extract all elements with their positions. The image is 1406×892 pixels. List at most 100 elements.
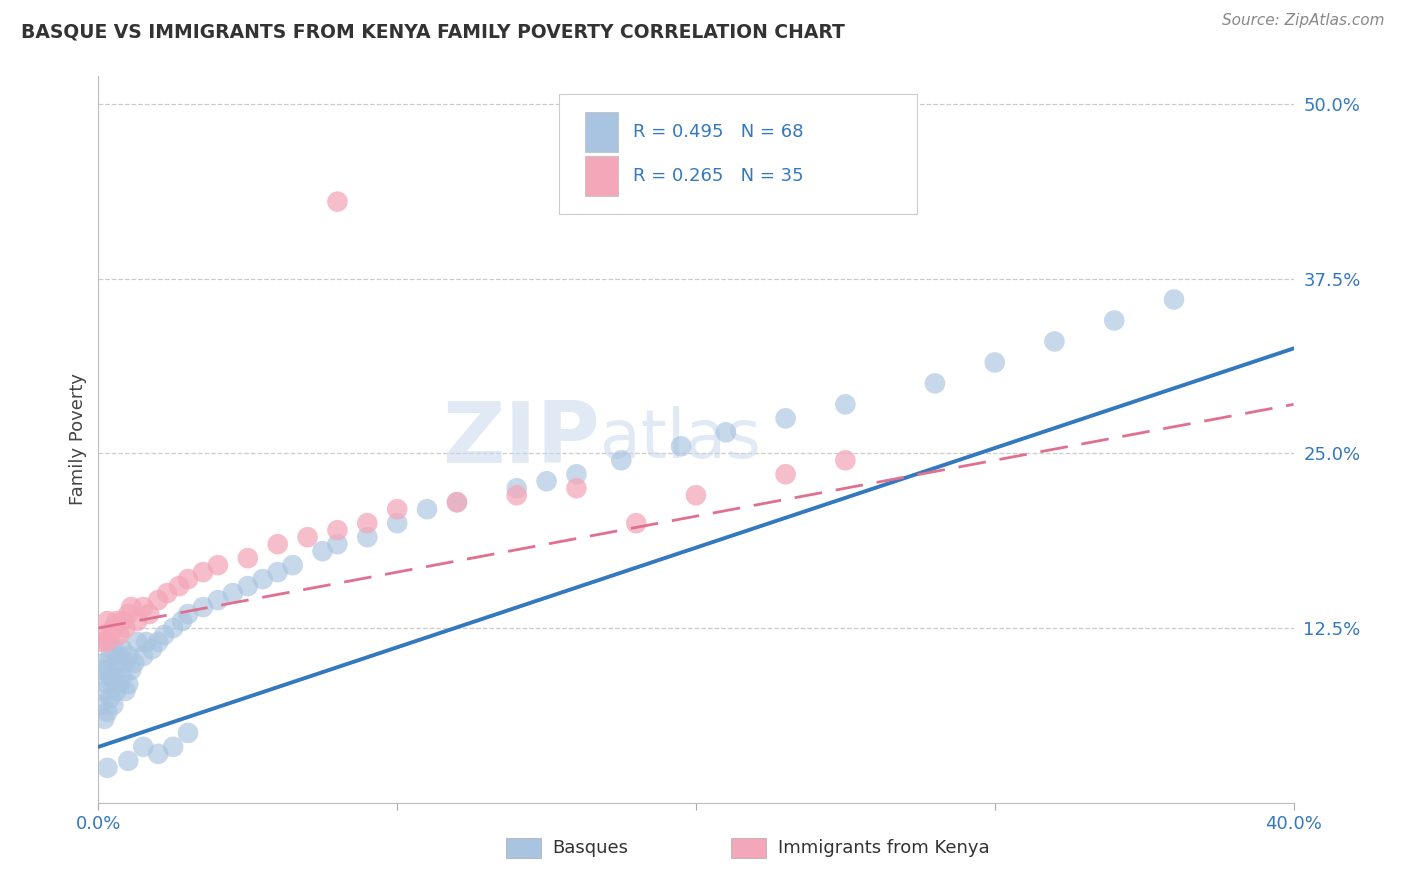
Point	[191, 600, 214, 615]
Point	[90, 698, 112, 712]
Point	[565, 481, 588, 495]
Y-axis label: Family Poverty: Family Poverty	[69, 374, 87, 505]
Text: atlas: atlas	[600, 407, 761, 472]
Point	[191, 565, 214, 579]
Point	[108, 677, 131, 691]
Point	[138, 607, 160, 621]
Point	[156, 586, 179, 600]
Point	[114, 621, 136, 635]
Point	[326, 194, 349, 209]
Point	[96, 635, 118, 649]
Point	[924, 376, 946, 391]
Point	[117, 648, 139, 663]
Point	[98, 648, 122, 663]
Point	[385, 516, 409, 531]
Point	[311, 544, 333, 558]
Point	[114, 656, 136, 670]
Point	[93, 712, 115, 726]
Point	[120, 600, 142, 615]
Point	[96, 705, 118, 719]
Point	[326, 537, 349, 551]
Point	[111, 642, 134, 657]
Point	[90, 663, 112, 677]
Point	[90, 635, 112, 649]
Point	[167, 579, 190, 593]
Point	[326, 523, 349, 537]
Point	[416, 502, 439, 516]
Point	[714, 425, 737, 440]
Point	[252, 572, 274, 586]
Point	[117, 607, 139, 621]
Point	[536, 475, 558, 489]
Point	[626, 516, 648, 531]
Point	[105, 684, 128, 698]
Point	[93, 656, 115, 670]
Point	[120, 663, 142, 677]
Point	[775, 411, 797, 425]
Point	[114, 684, 136, 698]
Point	[148, 635, 170, 649]
Point	[135, 635, 157, 649]
Point	[610, 453, 633, 467]
Point	[103, 698, 125, 712]
Point	[117, 754, 139, 768]
Point	[207, 558, 229, 573]
Bar	[585, 112, 619, 153]
Point	[98, 690, 122, 705]
Point	[775, 467, 797, 482]
Point	[111, 614, 134, 628]
Point	[103, 621, 125, 635]
Point	[506, 488, 529, 502]
Point	[127, 635, 149, 649]
Point	[222, 586, 245, 600]
Point	[446, 495, 468, 509]
Point	[103, 670, 125, 684]
Point	[1043, 334, 1066, 349]
Point	[207, 593, 229, 607]
Point	[108, 648, 131, 663]
Point	[834, 453, 856, 467]
Point	[267, 537, 290, 551]
Point	[93, 684, 115, 698]
Point	[111, 670, 134, 684]
Point	[356, 530, 378, 544]
Point	[281, 558, 304, 573]
Point	[669, 439, 692, 453]
Point	[162, 621, 184, 635]
Point	[506, 481, 529, 495]
Text: R = 0.495   N = 68: R = 0.495 N = 68	[633, 123, 803, 141]
Point	[98, 670, 122, 684]
Point	[132, 648, 155, 663]
Point	[96, 761, 118, 775]
Point	[177, 726, 200, 740]
Text: Basques: Basques	[553, 839, 628, 857]
Text: Immigrants from Kenya: Immigrants from Kenya	[778, 839, 990, 857]
Point	[105, 656, 128, 670]
Point	[297, 530, 319, 544]
Point	[172, 614, 194, 628]
Point	[177, 607, 200, 621]
Point	[984, 355, 1007, 369]
Point	[96, 677, 118, 691]
Text: ZIP: ZIP	[443, 398, 600, 481]
Point	[141, 642, 163, 657]
Point	[105, 614, 128, 628]
Point	[103, 642, 125, 657]
Point	[685, 488, 707, 502]
Point	[153, 628, 176, 642]
Point	[108, 628, 131, 642]
Point	[236, 551, 259, 566]
Point	[127, 614, 149, 628]
Point	[132, 739, 155, 754]
Point	[236, 579, 259, 593]
FancyBboxPatch shape	[558, 94, 917, 214]
Text: Source: ZipAtlas.com: Source: ZipAtlas.com	[1222, 13, 1385, 29]
Point	[124, 656, 146, 670]
Point	[148, 593, 170, 607]
Point	[117, 677, 139, 691]
Point	[177, 572, 200, 586]
Point	[356, 516, 378, 531]
Point	[98, 628, 122, 642]
Bar	[585, 156, 619, 195]
Point	[267, 565, 290, 579]
